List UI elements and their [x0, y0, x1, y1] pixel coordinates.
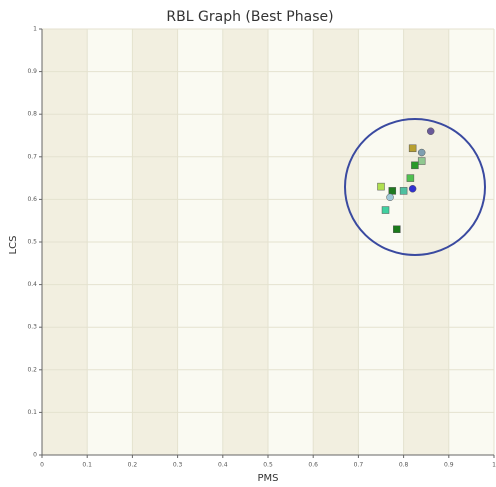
- point: [411, 161, 419, 170]
- point: [426, 127, 435, 135]
- point: [408, 185, 417, 193]
- point: [399, 187, 408, 195]
- x-tick-label: 0.8: [399, 462, 409, 469]
- x-tick-label: 0.5: [263, 462, 273, 469]
- y-tick-label: 0.6: [27, 196, 37, 203]
- point: [417, 157, 426, 165]
- y-tick-label: 0.1: [27, 409, 37, 416]
- x-tick-label: 0.4: [218, 462, 228, 469]
- x-tick-label: 0.7: [354, 462, 364, 469]
- y-tick-label: 0.8: [27, 111, 37, 118]
- x-tick-label: 0.3: [173, 462, 183, 469]
- point: [386, 193, 394, 202]
- x-tick-label: 1: [492, 462, 496, 469]
- marks: [377, 127, 435, 233]
- highlight-circle: [344, 118, 486, 256]
- point: [408, 144, 417, 153]
- point: [388, 187, 397, 195]
- point: [406, 174, 415, 182]
- y-tick-label: 0: [33, 452, 37, 459]
- grid: 0 0.1 0.2 0.3 0.4 0.5 0.6 0.7 0.8 0.9 1 0 0.1 0.2 0.3 0…: [27, 26, 496, 469]
- y-tick-label: 0.3: [27, 324, 37, 331]
- point: [393, 225, 401, 233]
- x-axis-label: PMS: [257, 473, 278, 484]
- y-tick-label: 0.9: [27, 68, 37, 75]
- x-tick-label: 0: [40, 462, 44, 469]
- x-tick-label: 0.9: [444, 462, 454, 469]
- x-tick-label: 0.6: [308, 462, 318, 469]
- point: [417, 148, 426, 157]
- x-tick-label: 0.2: [128, 462, 138, 469]
- point: [381, 206, 390, 214]
- y-tick-label: 0.2: [27, 366, 37, 373]
- y-axis-label: LCS: [8, 236, 19, 255]
- x-tick-label: 0.1: [82, 462, 92, 469]
- chart-title: RBL Graph (Best Phase): [166, 9, 333, 25]
- point: [377, 182, 385, 191]
- y-tick-label: 0.4: [27, 281, 37, 288]
- y-tick-label: 1: [33, 26, 37, 33]
- y-tick-label: 0.5: [27, 239, 37, 246]
- y-tick-label: 0.7: [27, 153, 37, 160]
